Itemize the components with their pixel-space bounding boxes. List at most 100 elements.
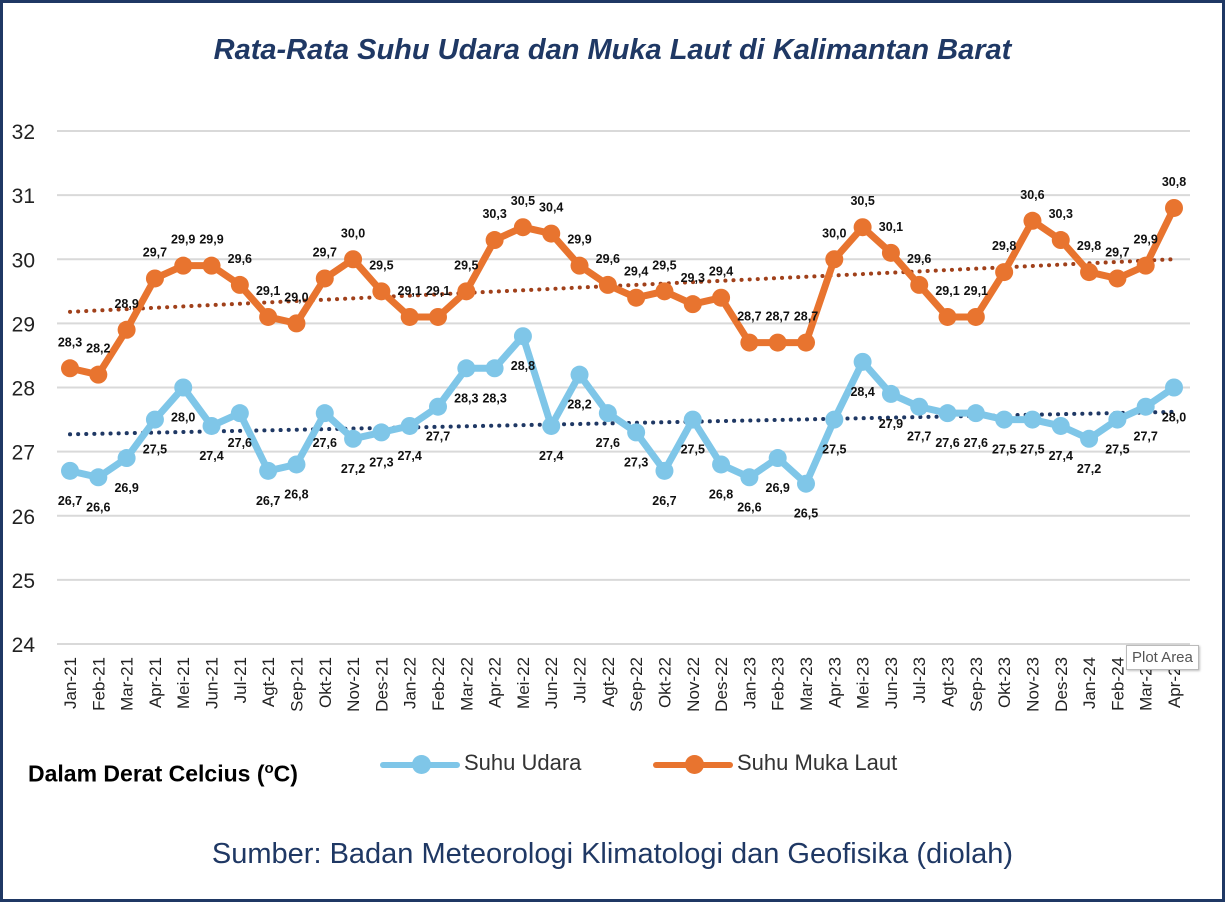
data-point: [683, 295, 702, 314]
y-axis-ticks: 24 25 26 27 28 29 30 31 32: [12, 121, 36, 657]
data-point: [627, 423, 646, 442]
x-tick-label: Jun-21: [203, 657, 222, 709]
data-label: 27,5: [143, 443, 167, 457]
series-line-suhu-udara: [66, 332, 1178, 488]
y-tick-label: 31: [12, 185, 35, 208]
data-point: [344, 429, 363, 448]
data-point: [570, 365, 589, 384]
data-label: 26,6: [737, 500, 761, 514]
data-label: 26,9: [766, 481, 790, 495]
data-label: 30,8: [1162, 175, 1186, 189]
data-label: 29,7: [143, 245, 167, 259]
data-label: 29,6: [596, 252, 620, 266]
x-axis-ticks: Jan-21 Feb-21 Mar-21 Apr-21 Mei-21 Jun-21 Jul-…: [61, 657, 1184, 712]
data-label: 29,9: [567, 233, 591, 247]
x-tick-label: Jan-23: [740, 657, 759, 709]
x-tick-label: Apr-22: [486, 657, 505, 708]
data-point: [966, 307, 985, 326]
data-point: [1051, 416, 1070, 435]
data-label: 29,5: [369, 258, 393, 272]
data-label: 26,9: [114, 481, 138, 495]
y-tick-label: 24: [12, 634, 36, 657]
data-point: [457, 359, 476, 378]
x-tick-label: Feb-24: [1108, 657, 1127, 711]
data-label: 27,5: [1105, 443, 1129, 457]
data-label: 27,3: [369, 455, 393, 469]
data-point: [1023, 410, 1042, 429]
x-tick-label: Apr-23: [825, 657, 844, 708]
data-point: [938, 307, 957, 326]
data-label: 29,7: [1105, 245, 1129, 259]
data-label: 26,7: [256, 494, 280, 508]
data-point: [938, 404, 957, 423]
data-label: 29,4: [709, 265, 733, 279]
data-point: [145, 410, 164, 429]
data-label: 30,3: [482, 207, 506, 221]
data-point: [117, 449, 136, 468]
data-label: 30,0: [341, 226, 365, 240]
chart-title: Rata-Rata Suhu Udara dan Muka Laut di Ka…: [213, 34, 1012, 66]
data-point: [287, 455, 306, 474]
x-tick-label: Mei-21: [174, 657, 193, 709]
data-point: [825, 410, 844, 429]
data-label: 27,9: [879, 417, 903, 431]
x-tick-label: Jan-22: [401, 657, 420, 709]
data-label: 29,1: [935, 284, 959, 298]
data-label: 28,2: [567, 398, 591, 412]
degree-symbol: o: [264, 760, 274, 777]
data-point: [740, 333, 759, 352]
data-label: 28,0: [171, 411, 195, 425]
data-label: 30,3: [1049, 207, 1073, 221]
x-tick-label: Jul-23: [910, 657, 929, 703]
x-tick-label: Mei-22: [514, 657, 533, 709]
x-tick-label: Sep-23: [967, 657, 986, 712]
y-tick-label: 30: [12, 249, 35, 272]
data-point: [712, 455, 731, 474]
y-tick-label: 27: [12, 442, 35, 465]
x-tick-label: Agt-22: [599, 657, 618, 707]
data-point: [372, 282, 391, 301]
x-tick-label: Jun-22: [542, 657, 561, 709]
data-label: 29,1: [398, 284, 422, 298]
x-tick-label: Des-22: [712, 657, 731, 712]
y-tick-label: 29: [12, 313, 35, 336]
data-label: 29,1: [964, 284, 988, 298]
data-label: 30,6: [1020, 188, 1044, 202]
data-point: [1136, 256, 1155, 275]
data-point: [61, 359, 79, 378]
data-point: [910, 397, 929, 416]
data-point: [995, 263, 1014, 282]
data-label: 27,2: [341, 462, 365, 476]
data-label: 26,6: [86, 500, 110, 514]
data-label: 28,3: [482, 391, 506, 405]
y-tick-label: 28: [12, 378, 35, 401]
data-label: 29,0: [284, 290, 308, 304]
data-label: 29,1: [426, 284, 450, 298]
data-point: [1136, 397, 1155, 416]
data-label: 28,7: [737, 310, 761, 324]
data-point: [429, 307, 447, 326]
data-label: 29,4: [624, 265, 648, 279]
data-point: [287, 314, 306, 333]
x-tick-label: Jun-23: [882, 657, 901, 709]
data-point: [117, 320, 136, 339]
data-labels: 26,7 26,6 26,9 27,5 28,0 27,4 27,6 26,7 26,8 27,6…: [58, 175, 1186, 521]
data-point: [910, 275, 929, 294]
data-point: [485, 359, 504, 378]
x-tick-label: Okt-21: [316, 657, 335, 708]
x-tick-label: Jan-24: [1080, 657, 1099, 709]
data-point: [400, 307, 419, 326]
data-point: [230, 404, 249, 423]
data-point: [513, 218, 532, 237]
data-point: [1108, 269, 1127, 288]
trendline-suhu-muka-laut: [68, 257, 1176, 314]
data-point: [1165, 378, 1183, 397]
data-label: 27,5: [992, 443, 1016, 457]
data-label: 26,8: [709, 487, 733, 501]
data-point: [1165, 198, 1183, 217]
x-tick-label: Feb-21: [89, 657, 108, 711]
data-point: [202, 416, 221, 435]
data-label: 27,5: [822, 443, 846, 457]
data-label: 28,8: [511, 359, 535, 373]
